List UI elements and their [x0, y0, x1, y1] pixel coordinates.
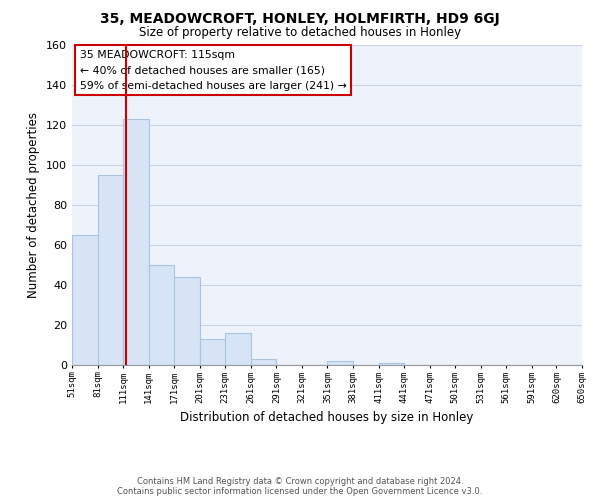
Bar: [174, 277, 200, 365]
Bar: [328, 361, 353, 365]
Bar: [123, 119, 149, 365]
Text: Size of property relative to detached houses in Honley: Size of property relative to detached ho…: [139, 26, 461, 39]
X-axis label: Distribution of detached houses by size in Honley: Distribution of detached houses by size …: [181, 411, 473, 424]
Bar: [149, 265, 174, 365]
Bar: [72, 235, 98, 365]
Bar: [251, 359, 277, 365]
Bar: [200, 339, 225, 365]
Bar: [379, 363, 404, 365]
Bar: [98, 175, 123, 365]
Text: Contains HM Land Registry data © Crown copyright and database right 2024.
Contai: Contains HM Land Registry data © Crown c…: [118, 476, 482, 496]
Text: 35, MEADOWCROFT, HONLEY, HOLMFIRTH, HD9 6GJ: 35, MEADOWCROFT, HONLEY, HOLMFIRTH, HD9 …: [100, 12, 500, 26]
Bar: [225, 333, 251, 365]
Y-axis label: Number of detached properties: Number of detached properties: [28, 112, 40, 298]
Text: 35 MEADOWCROFT: 115sqm
← 40% of detached houses are smaller (165)
59% of semi-de: 35 MEADOWCROFT: 115sqm ← 40% of detached…: [80, 50, 346, 91]
